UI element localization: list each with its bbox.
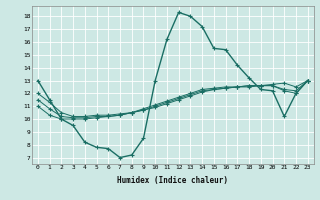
X-axis label: Humidex (Indice chaleur): Humidex (Indice chaleur)	[117, 176, 228, 185]
